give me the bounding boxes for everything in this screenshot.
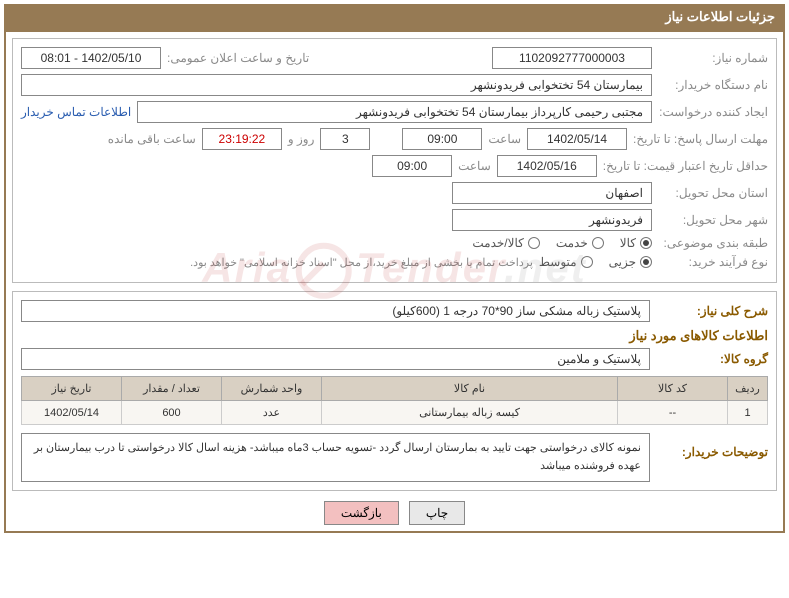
city-label: شهر محل تحویل: — [658, 213, 768, 227]
td-name: کیسه زباله بیمارستانی — [322, 401, 618, 425]
need-no-value: 1102092777000003 — [492, 47, 652, 69]
th-qty: تعداد / مقدار — [122, 377, 222, 401]
row-validity: حداقل تاریخ اعتبار قیمت: تا تاریخ: 1402/… — [21, 155, 768, 177]
announce-label: تاریخ و ساعت اعلان عمومی: — [167, 51, 309, 65]
th-unit: واحد شمارش — [222, 377, 322, 401]
row-overall: شرح کلی نیاز: پلاستیک زباله مشکی ساز 90*… — [21, 300, 768, 322]
back-button[interactable]: بازگشت — [324, 501, 399, 525]
row-need-no: شماره نیاز: 1102092777000003 تاریخ و ساع… — [21, 47, 768, 69]
requester-value: مجتبی رحیمی کارپرداز بیمارستان 54 تختخوا… — [137, 101, 652, 123]
td-qty: 600 — [122, 401, 222, 425]
cat-opt3[interactable]: کالا/خدمت — [472, 236, 539, 250]
buyer-value: بیمارستان 54 تختخوابی فریدونشهر — [21, 74, 652, 96]
province-label: استان محل تحویل: — [658, 186, 768, 200]
deadline-time: 09:00 — [402, 128, 482, 150]
row-process: نوع فرآیند خرید: جزیی متوسط پرداخت تمام … — [21, 255, 768, 269]
desc-text: نمونه کالای درخواستی جهت تایید به بمارست… — [21, 433, 650, 482]
process-radios: جزیی متوسط — [539, 255, 652, 269]
city-value: فریدونشهر — [452, 209, 652, 231]
buyer-label: نام دستگاه خریدار: — [658, 78, 768, 92]
proc-opt2[interactable]: متوسط — [539, 255, 593, 269]
need-no-label: شماره نیاز: — [658, 51, 768, 65]
row-city: شهر محل تحویل: فریدونشهر — [21, 209, 768, 231]
main-frame: AriaTender.net شماره نیاز: 1102092777000… — [4, 30, 785, 533]
th-date: تاریخ نیاز — [22, 377, 122, 401]
page-title: جزئیات اطلاعات نیاز — [665, 9, 775, 24]
info-panel: شماره نیاز: 1102092777000003 تاریخ و ساع… — [12, 38, 777, 283]
items-title: اطلاعات کالاهای مورد نیاز — [21, 328, 768, 344]
row-deadline: مهلت ارسال پاسخ: تا تاریخ: 1402/05/14 سا… — [21, 128, 768, 150]
process-note: پرداخت تمام یا بخشی از مبلغ خرید،از محل … — [190, 256, 533, 269]
proc-opt1[interactable]: جزیی — [609, 255, 652, 269]
td-idx: 1 — [728, 401, 768, 425]
time-label-1: ساعت — [488, 132, 521, 146]
th-code: کد کالا — [618, 377, 728, 401]
time-label-2: ساعت — [458, 159, 491, 173]
desc-label: توضیحات خریدار: — [658, 433, 768, 459]
th-name: نام کالا — [322, 377, 618, 401]
td-date: 1402/05/14 — [22, 401, 122, 425]
category-label: طبقه بندی موضوعی: — [658, 236, 768, 250]
row-desc: توضیحات خریدار: نمونه کالای درخواستی جهت… — [21, 433, 768, 482]
table-header-row: ردیف کد کالا نام کالا واحد شمارش تعداد /… — [22, 377, 768, 401]
td-code: -- — [618, 401, 728, 425]
requester-label: ایجاد کننده درخواست: — [658, 105, 768, 119]
print-button[interactable]: چاپ — [409, 501, 465, 525]
button-row: چاپ بازگشت — [12, 501, 777, 525]
deadline-date: 1402/05/14 — [527, 128, 627, 150]
cat-opt1[interactable]: کالا — [620, 236, 652, 250]
deadline-label: مهلت ارسال پاسخ: تا تاریخ: — [633, 132, 768, 146]
announce-value: 1402/05/10 - 08:01 — [21, 47, 161, 69]
overall-value: پلاستیک زباله مشکی ساز 90*70 درجه 1 (600… — [21, 300, 650, 322]
row-group: گروه کالا: پلاستیک و ملامین — [21, 348, 768, 370]
items-table: ردیف کد کالا نام کالا واحد شمارش تعداد /… — [21, 376, 768, 425]
row-category: طبقه بندی موضوعی: کالا خدمت کالا/خدمت — [21, 236, 768, 250]
category-radios: کالا خدمت کالا/خدمت — [472, 236, 652, 250]
radio-icon — [581, 256, 593, 268]
cat-opt2[interactable]: خدمت — [556, 236, 604, 250]
radio-icon — [640, 237, 652, 249]
days-suffix: روز و — [288, 132, 315, 146]
row-requester: ایجاد کننده درخواست: مجتبی رحیمی کارپردا… — [21, 101, 768, 123]
table-row: 1 -- کیسه زباله بیمارستانی عدد 600 1402/… — [22, 401, 768, 425]
validity-label: حداقل تاریخ اعتبار قیمت: تا تاریخ: — [603, 159, 768, 173]
process-label: نوع فرآیند خرید: — [658, 255, 768, 269]
detail-panel: شرح کلی نیاز: پلاستیک زباله مشکی ساز 90*… — [12, 291, 777, 491]
validity-time: 09:00 — [372, 155, 452, 177]
province-value: اصفهان — [452, 182, 652, 204]
group-value: پلاستیک و ملامین — [21, 348, 650, 370]
radio-icon — [640, 256, 652, 268]
row-province: استان محل تحویل: اصفهان — [21, 182, 768, 204]
td-unit: عدد — [222, 401, 322, 425]
group-label: گروه کالا: — [658, 352, 768, 366]
days-value: 3 — [320, 128, 370, 150]
contact-link[interactable]: اطلاعات تماس خریدار — [21, 105, 131, 119]
row-buyer: نام دستگاه خریدار: بیمارستان 54 تختخوابی… — [21, 74, 768, 96]
validity-date: 1402/05/16 — [497, 155, 597, 177]
page-header: جزئیات اطلاعات نیاز — [4, 4, 785, 30]
radio-icon — [528, 237, 540, 249]
remain-time: 23:19:22 — [202, 128, 282, 150]
remain-suffix: ساعت باقی مانده — [108, 132, 196, 146]
radio-icon — [592, 237, 604, 249]
overall-label: شرح کلی نیاز: — [658, 304, 768, 318]
th-row: ردیف — [728, 377, 768, 401]
